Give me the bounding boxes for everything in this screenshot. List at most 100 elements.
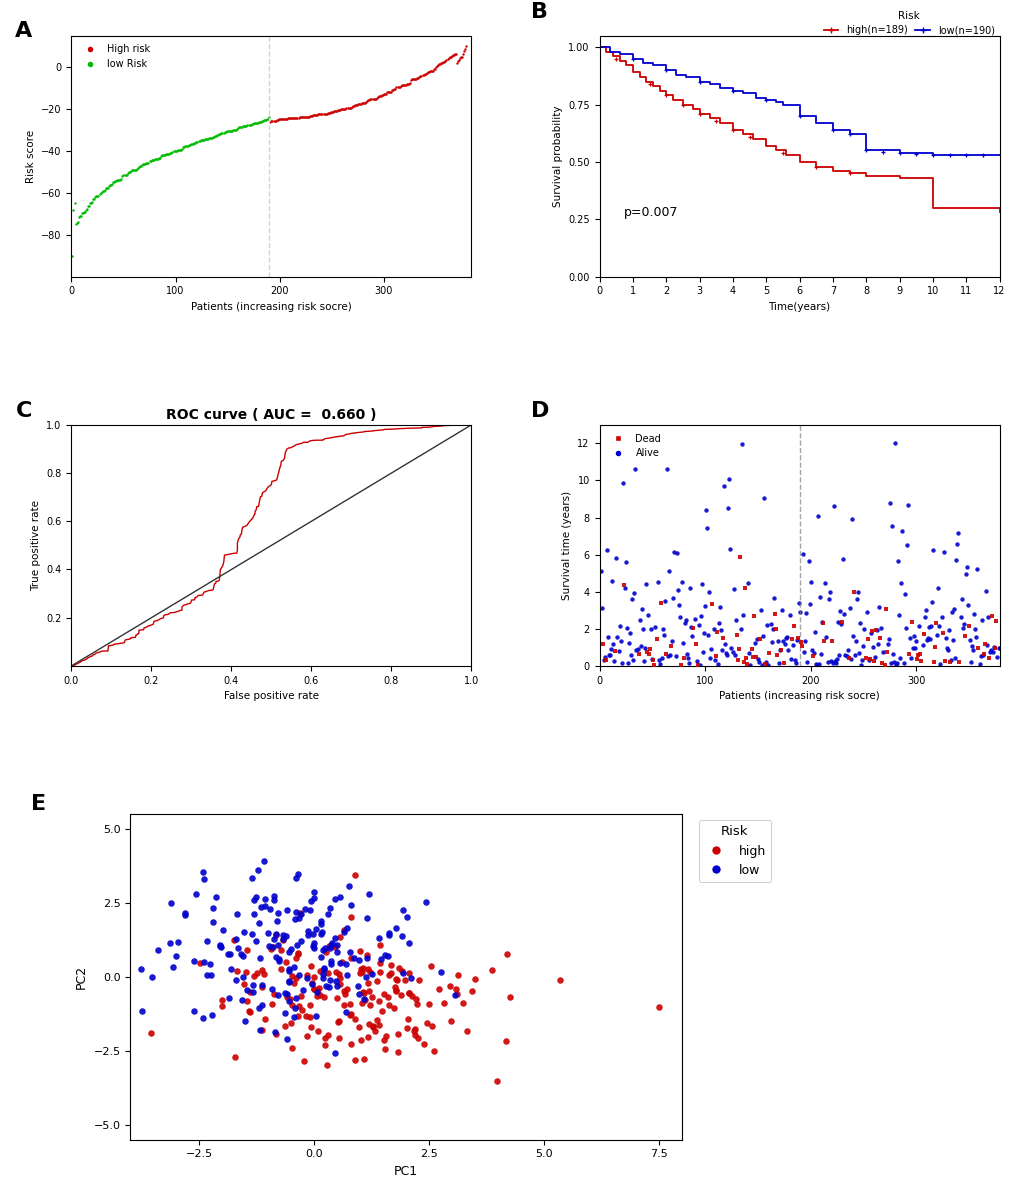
Point [342,908,359,927]
Point [150,150,166,169]
Point [362,963,378,982]
Point [444,46,461,65]
Point [223,121,239,140]
Point [945,599,961,618]
Point [955,615,971,634]
Point [338,979,355,998]
Point [79,197,96,216]
Point [664,589,681,608]
Point [154,146,170,165]
Point [312,961,328,980]
Point [620,654,636,673]
Point [825,496,842,515]
Point [947,649,963,668]
Point [954,618,970,637]
Point [387,969,404,988]
Point [434,53,450,72]
Point [274,109,290,128]
Point [158,145,174,164]
Point [773,601,790,620]
Point [769,631,786,650]
Point [653,648,669,667]
Point [171,140,187,159]
Point [339,919,356,938]
Point [236,975,253,994]
Point [310,1022,326,1041]
Point [691,655,707,674]
Point [727,610,743,629]
Point [66,193,83,212]
Point [845,583,861,602]
Point [291,108,308,127]
Point [678,611,694,630]
Point [914,624,930,643]
Point [283,1039,300,1058]
Point [415,1034,431,1053]
Point [190,132,206,151]
Point [760,643,776,662]
Point [376,985,392,1004]
Point [291,903,308,922]
Point [234,990,251,1009]
Point [178,137,195,155]
Point [353,1030,369,1049]
Point [957,565,973,584]
Point [611,631,628,650]
Point [883,645,900,664]
Point [728,626,744,645]
Point [313,914,329,933]
Point [807,655,823,674]
Point [132,959,149,978]
Point [830,646,847,665]
Point [365,1017,381,1036]
Point [311,986,327,1005]
Point [306,979,322,998]
Point [394,964,411,983]
Point [648,629,664,648]
Point [360,91,376,110]
Point [443,46,460,65]
Point [697,500,713,519]
Point [270,935,286,954]
Point [253,112,269,131]
Point [394,76,411,95]
Point [116,166,132,185]
Point [290,996,307,1015]
Point [215,920,231,939]
Point [432,55,448,74]
Point [256,110,272,129]
Point [329,977,345,996]
Point [212,938,228,957]
Point [854,637,870,656]
Point [313,912,329,931]
Point [272,960,288,979]
Point [418,64,434,83]
Point [152,148,168,167]
Point [214,123,230,142]
Point [268,110,284,129]
Point [448,984,465,1003]
Point [74,203,91,222]
Point [199,965,215,984]
Point [130,158,147,177]
Point [289,864,306,883]
Point [926,637,943,656]
Point [439,49,455,68]
Point [731,547,747,566]
Point [306,939,322,958]
Point [369,1011,385,1030]
Point [988,647,1005,666]
Point [269,110,285,129]
Point [685,618,701,637]
Point [353,94,369,113]
Point [123,161,140,180]
Point [952,608,968,627]
Point [501,988,518,1007]
Point [376,84,392,103]
Point [196,131,212,150]
Point [222,959,238,978]
Point [756,655,772,674]
Point [916,608,932,627]
Point [137,154,153,173]
Point [305,925,321,944]
